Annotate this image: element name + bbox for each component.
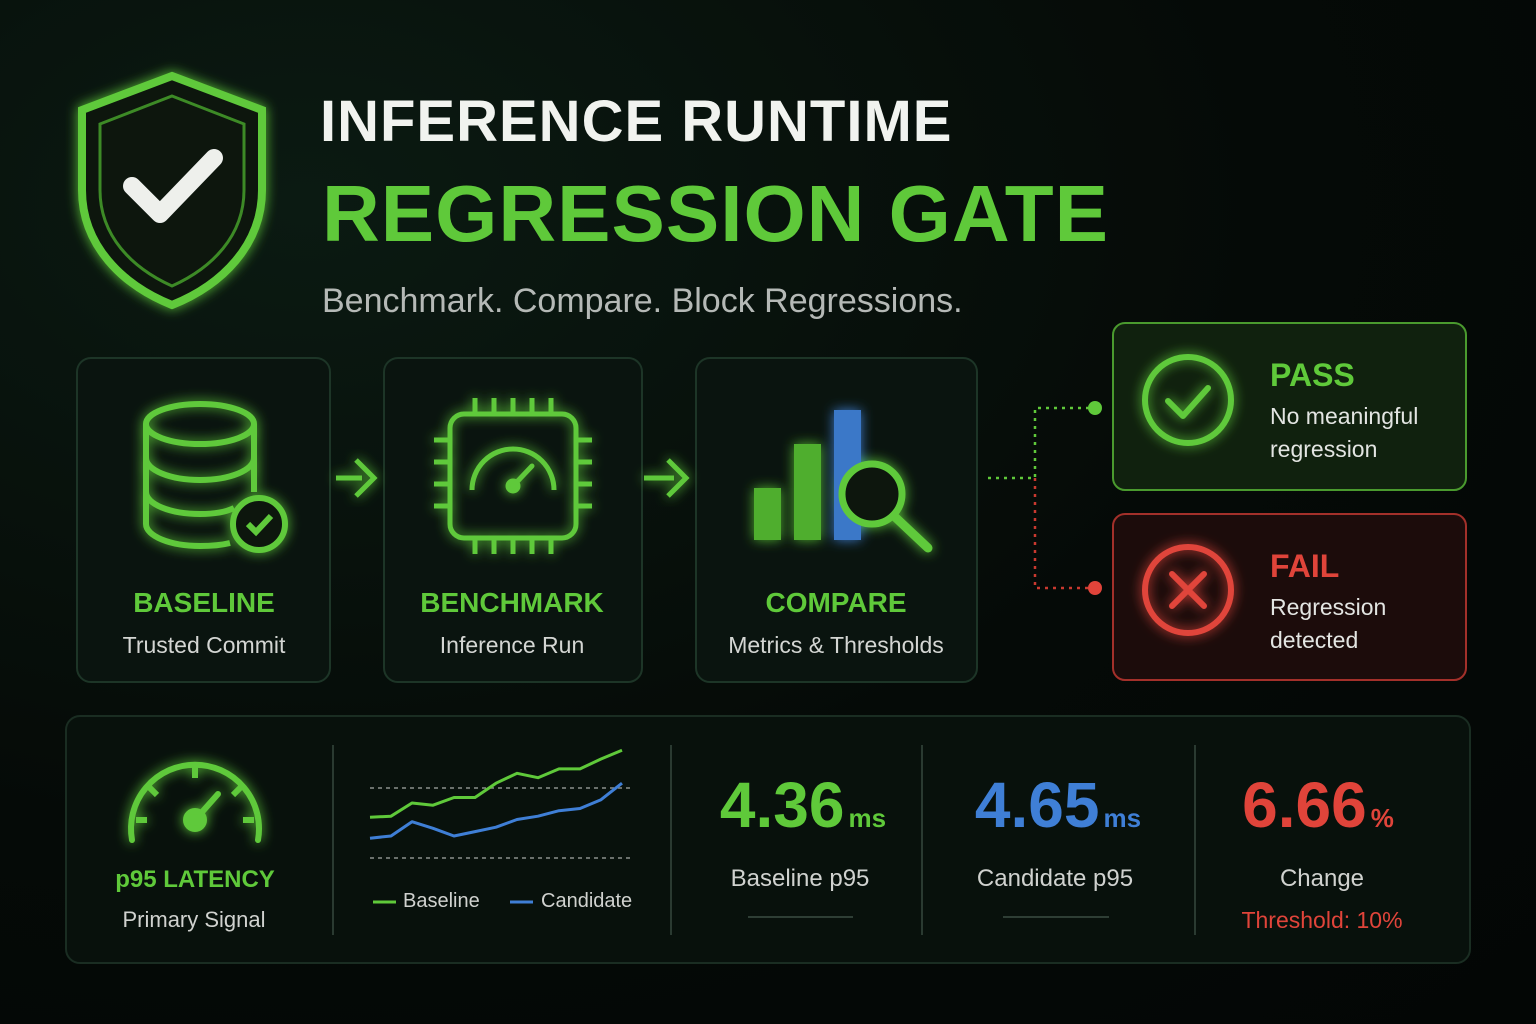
database-icon (143, 401, 288, 553)
stat-number: 4.36 (719, 769, 845, 841)
stat-unit: ms (848, 803, 887, 833)
fail-label: FAIL (1270, 548, 1340, 584)
step-sub: Metrics & Thresholds (728, 632, 944, 658)
pass-label: PASS (1270, 357, 1355, 393)
title: INFERENCE RUNTIME (320, 89, 953, 154)
threshold-note: Threshold: 10% (1241, 907, 1403, 933)
stat-unit: % (1370, 803, 1394, 833)
step-card (76, 357, 331, 683)
stat-number: 4.65 (974, 769, 1100, 841)
legend-entry: Baseline (403, 890, 480, 912)
connector-dot (1088, 581, 1102, 595)
fail-icon (1142, 544, 1234, 636)
step-label: BENCHMARK (420, 587, 604, 618)
stat-value: 6.66% (1242, 768, 1394, 842)
pass-box (1112, 322, 1467, 491)
pass-text: No meaningful regression (1270, 403, 1419, 462)
divider (332, 745, 1196, 935)
fail-box (1112, 513, 1467, 681)
trend-line (369, 748, 623, 819)
trend-chart (369, 748, 623, 840)
subtitle: Benchmark. Compare. Block Regressions. (322, 282, 963, 320)
stat-value: 4.36 ms (720, 768, 886, 842)
step-sub: Trusted Commit (122, 632, 286, 658)
stat-unit: ms (1103, 803, 1142, 833)
title: REGRESSION GATE (322, 169, 1109, 258)
metrics-panel (65, 715, 1471, 964)
legend-entry: Candidate (541, 890, 633, 912)
flow-arrow (336, 458, 690, 498)
gauge-icon (128, 761, 262, 843)
stat-label: Baseline p95 (730, 865, 870, 892)
chip-icon (434, 398, 592, 554)
connector-dot (1088, 401, 1102, 415)
stat-value: 4.65 ms (975, 768, 1141, 842)
signal-sub: Primary Signal (122, 907, 266, 932)
fail-text: Regression detected (1270, 594, 1387, 653)
stat-label: Change (1279, 865, 1365, 892)
step-sub: Inference Run (439, 632, 585, 658)
compare-icon (754, 410, 933, 553)
decision-connector (988, 406, 1094, 590)
step-label: COMPARE (765, 587, 907, 618)
pass-icon (1142, 354, 1234, 446)
stat-label: Candidate p95 (976, 865, 1134, 892)
stat-number: 6.66 (1242, 769, 1367, 841)
step-label: BASELINE (133, 587, 275, 618)
trend-line (369, 782, 623, 840)
trend-reference (370, 787, 632, 859)
shield-icon (78, 71, 266, 310)
signal-label: p95 LATENCY (115, 866, 275, 893)
